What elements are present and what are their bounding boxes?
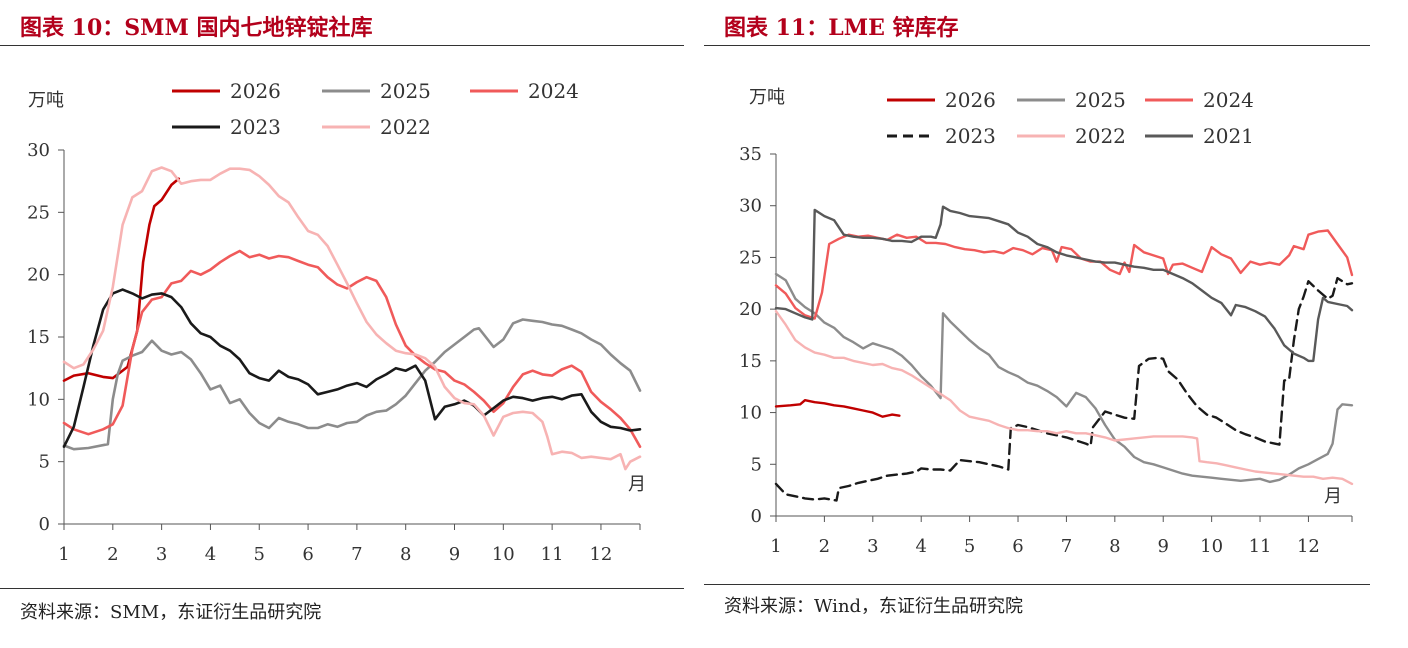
source-rule	[704, 584, 1370, 585]
y-tick-label: 5	[751, 454, 762, 475]
series-line-2024	[774, 229, 1354, 320]
x-tick-label: 12	[589, 544, 612, 565]
x-tick-label: 3	[156, 544, 167, 565]
x-tick-label: 11	[1249, 536, 1272, 557]
legend-label-2024: 2024	[1203, 88, 1254, 112]
legend-label-2021: 2021	[1203, 124, 1254, 148]
x-tick-label: 6	[302, 544, 313, 565]
x-tick-label: 9	[449, 544, 460, 565]
x-tick-label: 3	[867, 536, 878, 557]
y-tick-label: 25	[27, 202, 50, 223]
x-tick-label: 7	[1061, 536, 1072, 557]
y-tick-label: 25	[739, 247, 762, 268]
series-line-2023	[774, 276, 1354, 502]
source-note: 资料来源：SMM，东证衍生品研究院	[20, 602, 322, 623]
x-tick-label: 6	[1012, 536, 1023, 557]
x-tick-label: 8	[400, 544, 411, 565]
legend-label-2023: 2023	[945, 124, 996, 148]
x-tick-label: 10	[1200, 536, 1223, 557]
legend-label-2025: 2025	[380, 79, 431, 103]
x-axis-unit-label: 月	[628, 474, 646, 495]
chart-panel-lme: 图表 11：LME 锌库存 0 5 10 15 20 25 30 35 1 2 3 4 5 6 7 8 9 10 1…	[704, 0, 1408, 648]
legend-label-2026: 2026	[230, 79, 281, 103]
y-tick-label: 0	[39, 514, 50, 535]
x-tick-label: 7	[351, 544, 362, 565]
x-tick-label: 1	[58, 544, 69, 565]
source-note: 资料来源：Wind，东证衍生品研究院	[724, 596, 1024, 617]
y-tick-label: 30	[27, 140, 50, 161]
series-line-2022	[774, 310, 1354, 486]
legend-label-2026: 2026	[945, 88, 996, 112]
title-rule	[704, 45, 1370, 46]
x-tick-label: 5	[254, 544, 265, 565]
source-rule	[0, 588, 684, 589]
legend-label-2025: 2025	[1075, 88, 1126, 112]
y-tick-label: 35	[739, 144, 762, 165]
x-tick-label: 11	[541, 544, 564, 565]
y-tick-label: 0	[751, 506, 762, 527]
panel-title: 图表 11：LME 锌库存	[724, 15, 959, 41]
chart-panel-smm: 图表 10：SMM 国内七地锌锭社库 0 5 10 15 20 25 30 1 2 3 4 5 6 7 8 9…	[0, 0, 700, 648]
series-line-2023	[62, 288, 642, 448]
x-tick-label: 1	[770, 536, 781, 557]
series-line-2026	[774, 399, 901, 418]
series-line-2021	[774, 205, 1354, 363]
x-tick-label: 5	[964, 536, 975, 557]
legend-label-2022: 2022	[1075, 124, 1126, 148]
y-tick-label: 20	[739, 299, 762, 320]
x-tick-label: 12	[1297, 536, 1320, 557]
y-axis-unit-label: 万吨	[28, 90, 64, 111]
legend-label-2022: 2022	[380, 115, 431, 139]
x-tick-label: 10	[492, 544, 515, 565]
x-tick-label: 9	[1158, 536, 1169, 557]
title-rule	[0, 45, 684, 46]
y-tick-label: 15	[739, 351, 762, 372]
x-tick-label: 4	[915, 536, 926, 557]
x-tick-label: 2	[107, 544, 118, 565]
x-axis-unit-label: 月	[1324, 486, 1342, 507]
y-axis-unit-label: 万吨	[749, 87, 785, 108]
y-tick-label: 10	[739, 403, 762, 424]
y-tick-label: 5	[39, 452, 50, 473]
series-line-2024	[62, 249, 642, 448]
y-tick-label: 20	[27, 265, 50, 286]
legend-label-2024: 2024	[528, 79, 579, 103]
x-tick-label: 8	[1109, 536, 1120, 557]
x-tick-label: 2	[819, 536, 830, 557]
series-line-2022	[62, 166, 642, 471]
x-tick-label: 4	[205, 544, 216, 565]
series-line-2025	[774, 272, 1354, 484]
panel-title: 图表 10：SMM 国内七地锌锭社库	[20, 15, 373, 41]
legend-label-2023: 2023	[230, 115, 281, 139]
y-tick-label: 30	[739, 196, 762, 217]
series-line-2025	[62, 318, 642, 451]
y-tick-label: 10	[27, 389, 50, 410]
y-tick-label: 15	[27, 327, 50, 348]
